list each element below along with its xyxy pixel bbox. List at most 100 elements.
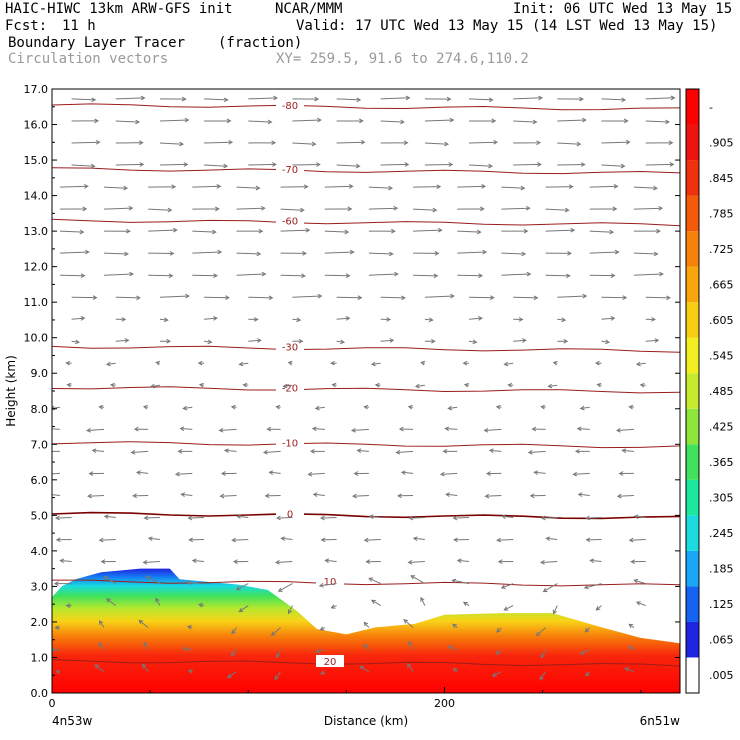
colorbar-swatch <box>686 444 699 480</box>
wind-vector <box>336 97 362 103</box>
forecast-label: Fcst: <box>5 18 48 34</box>
isotherm-label: -10 <box>282 439 298 450</box>
wind-vector <box>314 405 325 411</box>
wind-vector <box>268 470 281 476</box>
wind-vector <box>413 227 443 233</box>
overlay-name: Circulation vectors <box>8 51 169 67</box>
wind-vector <box>262 449 281 455</box>
wind-vector <box>585 515 602 521</box>
wind-vector <box>71 118 100 124</box>
colorbar-label: .545 <box>709 349 734 362</box>
wind-vector <box>230 649 237 657</box>
wind-vector <box>331 382 337 388</box>
wind-vector <box>115 317 127 322</box>
wind-vector <box>398 426 414 432</box>
wind-vector <box>350 427 369 433</box>
wind-vector <box>545 250 572 256</box>
wind-vector <box>148 273 174 279</box>
wind-vector <box>513 295 539 301</box>
wind-vector <box>55 537 72 543</box>
wind-vector <box>159 96 187 102</box>
wind-vector <box>457 184 487 189</box>
wind-vector <box>192 273 219 278</box>
wind-vector <box>439 471 458 477</box>
forecast-hours: 11 h <box>62 18 96 34</box>
wind-vector <box>368 577 381 585</box>
wind-vector <box>236 271 267 277</box>
wind-vector <box>204 97 229 103</box>
wind-vector <box>320 670 326 675</box>
wind-vector <box>71 316 86 321</box>
wind-vector <box>557 96 584 102</box>
isotherm-label: -30 <box>282 343 298 354</box>
wind-vector <box>182 646 193 652</box>
wind-vector <box>98 404 105 410</box>
wind-vector <box>192 184 222 189</box>
colorbar-swatch <box>686 160 699 196</box>
wind-vector <box>59 249 90 255</box>
wind-vector <box>174 471 193 477</box>
wind-vector <box>105 361 116 367</box>
wind-vector <box>324 206 353 212</box>
wind-vector <box>539 671 547 681</box>
wind-vector <box>370 361 381 367</box>
wind-vector <box>457 249 488 255</box>
wind-vector <box>219 493 237 499</box>
wind-vector <box>595 605 602 611</box>
colorbar-swatch <box>686 266 699 303</box>
wind-vector <box>65 360 72 366</box>
wind-vector <box>292 117 322 123</box>
wind-vector <box>59 229 85 235</box>
colorbar-swatch <box>686 231 699 267</box>
wind-vector <box>483 427 502 433</box>
wind-vector <box>159 317 169 323</box>
wind-vector <box>132 493 149 499</box>
colorbar-swatch <box>686 408 699 445</box>
colorbar-label: .665 <box>709 278 734 291</box>
wind-vector <box>59 273 86 279</box>
wind-vector <box>589 249 620 255</box>
wind-vector <box>645 119 671 125</box>
wind-vector <box>633 271 664 277</box>
wind-vector <box>204 118 232 124</box>
wind-vector <box>486 471 502 476</box>
y-tick-label: 7.0 <box>31 438 49 451</box>
wind-vector <box>52 492 60 497</box>
wind-vector <box>148 251 175 256</box>
wind-vector <box>444 426 458 432</box>
wind-vector <box>630 559 646 565</box>
wind-vector <box>231 627 237 635</box>
wind-vector <box>226 671 237 679</box>
wind-vector <box>274 559 293 565</box>
wind-vector <box>468 163 494 169</box>
wind-vector <box>468 316 483 321</box>
colorbar-label: .485 <box>709 385 734 398</box>
colorbar-swatch <box>686 621 699 658</box>
wind-vector <box>236 514 249 520</box>
y-tick-label: 9.0 <box>31 367 49 380</box>
colorbar-swatch <box>686 89 699 125</box>
source-label: NCAR/MMM <box>275 1 343 17</box>
wind-vector <box>639 382 646 388</box>
wind-vector <box>497 559 514 565</box>
wind-vector <box>380 338 395 343</box>
wind-vector <box>540 515 558 521</box>
wind-vector <box>408 640 414 650</box>
wind-vector <box>319 626 326 631</box>
wind-vector <box>424 141 450 147</box>
wind-vector <box>557 141 582 147</box>
wind-vector <box>86 427 105 433</box>
wind-vector <box>115 338 130 343</box>
wind-vector <box>420 596 426 606</box>
y-tick-label: 6.0 <box>31 474 49 487</box>
wind-vector <box>452 623 458 629</box>
wind-vector <box>501 185 526 191</box>
wind-vector <box>52 450 60 452</box>
wind-vector <box>363 404 369 410</box>
wind-vector <box>159 338 172 344</box>
wind-vector <box>424 162 454 167</box>
colorbar-label: .845 <box>709 172 734 185</box>
wind-vector <box>103 228 131 234</box>
colorbar-label: .305 <box>709 492 734 505</box>
wind-vector <box>601 118 629 124</box>
